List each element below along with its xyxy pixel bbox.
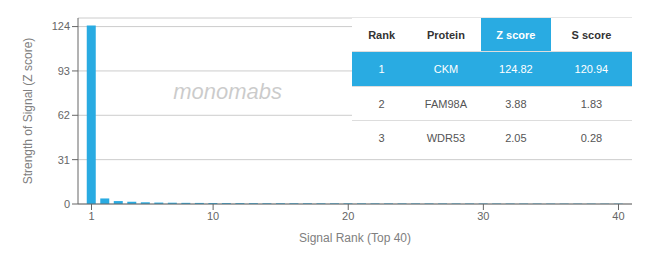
html-text:2.05: 2.05: [505, 132, 527, 145]
svg-text:Strength of Signal (Z score): Strength of Signal (Z score): [21, 38, 35, 185]
svg-text:62: 62: [58, 109, 70, 121]
svg-text:0: 0: [64, 198, 70, 210]
html-text:120.94: 120.94: [574, 63, 609, 76]
html-text:CKM: CKM: [433, 63, 459, 76]
svg-text:31: 31: [58, 154, 70, 166]
html-text:WDR53: WDR53: [426, 132, 466, 145]
html-text:1: 1: [378, 63, 385, 76]
svg-text:Signal Rank (Top 40): Signal Rank (Top 40): [299, 231, 411, 245]
html-text:Rank: Rank: [368, 28, 395, 41]
html-text:0.28: 0.28: [580, 132, 603, 145]
svg-text:124: 124: [52, 20, 70, 32]
html-text:2: 2: [378, 97, 385, 110]
html-text:monomabs: monomabs: [173, 79, 282, 105]
html-text:124.82: 124.82: [499, 63, 533, 76]
html-text:Protein: Protein: [427, 28, 465, 41]
svg-text:20: 20: [342, 210, 354, 222]
svg-text:1: 1: [88, 210, 94, 222]
svg-text:30: 30: [477, 210, 489, 222]
html-text:FAM98A: FAM98A: [424, 97, 467, 110]
svg-text:93: 93: [58, 65, 70, 77]
html-text:Z score: Z score: [496, 28, 536, 41]
html-text:3.88: 3.88: [505, 97, 527, 110]
svg-text:40: 40: [612, 210, 624, 222]
html-text:1.83: 1.83: [580, 97, 603, 110]
svg-text:10: 10: [207, 210, 219, 222]
html-text:S score: S score: [571, 28, 612, 41]
html-text:3: 3: [378, 132, 385, 145]
